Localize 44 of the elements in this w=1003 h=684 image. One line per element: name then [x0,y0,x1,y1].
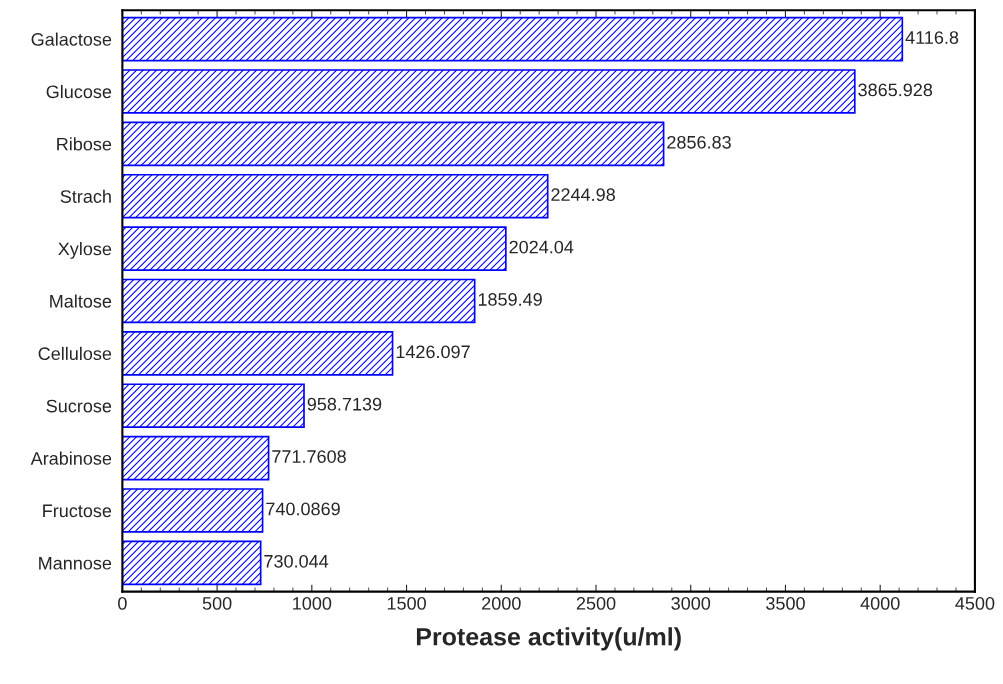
bar [122,331,394,376]
bar [122,226,507,271]
data-label: 958.7139 [307,397,382,411]
y-tick-label: Mannose [39,556,112,570]
y-tick-label: Arabinose [30,451,112,465]
y-tick-label: Sucrose [46,399,112,413]
data-label: 1426.097 [396,345,470,359]
data-label: 740.0869 [266,502,340,516]
bar [122,121,665,167]
bar [122,173,549,219]
x-tick-label: 2000 [482,597,521,610]
bar [122,278,476,324]
bar [122,435,270,481]
bar [122,16,904,62]
y-tick-label: Galactose [31,32,112,46]
data-label: 2856.83 [667,135,731,149]
data-label: 2244.98 [551,188,615,202]
y-tick-label: Strach [60,189,111,203]
x-tick-label: 0 [118,597,127,610]
x-axis-title: Protease activity(u/ml) [416,627,681,651]
bar [122,69,856,114]
y-tick-label: Fructose [43,504,112,518]
bar [122,540,262,586]
y-tick-label: Glucose [46,84,112,99]
x-tick-label: 4000 [860,597,900,610]
x-tick-label: 4500 [955,597,995,610]
bar [122,383,305,429]
data-label: 1859.49 [478,293,542,306]
y-tick-label: Maltose [50,294,112,308]
x-tick-label: 3500 [766,597,805,610]
data-label: 4116.8 [905,31,959,44]
bar [122,488,264,533]
data-label: 771.7608 [272,450,346,463]
x-tick-label: 500 [202,597,232,610]
x-tick-label: 3000 [671,597,711,610]
x-tick-label: 1500 [387,597,426,610]
y-tick-label: Xylose [58,242,112,259]
x-tick-label: 2500 [576,597,616,610]
y-tick-label: Ribose [57,137,112,151]
data-label: 730.044 [264,554,329,568]
y-tick-label: Cellulose [38,346,112,361]
data-label: 3865.928 [858,83,933,97]
data-label: 2024.04 [509,240,574,254]
x-tick-label: 1000 [293,597,332,610]
